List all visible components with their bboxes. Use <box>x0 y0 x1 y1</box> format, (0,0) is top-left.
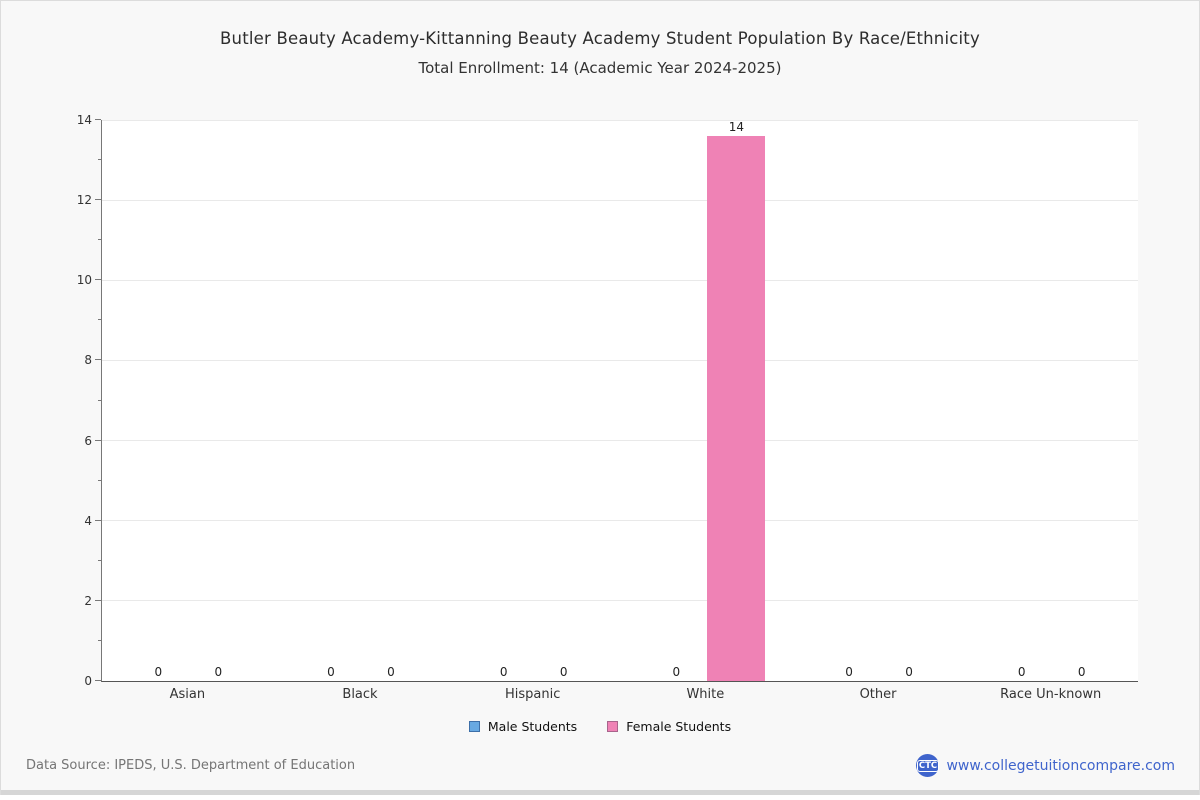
legend-item: Male Students <box>468 719 578 734</box>
bar-slot: 0 <box>302 120 360 681</box>
y-minor-tick-mark <box>98 479 101 481</box>
y-tick-label: 12 <box>76 193 92 208</box>
y-tick-mark <box>95 279 101 281</box>
y-minor-tick-mark <box>98 239 101 241</box>
bar-value-label: 0 <box>214 665 223 679</box>
ctc-logo-icon[interactable]: CTC <box>916 754 940 777</box>
ctc-logo-text: CTC <box>916 759 940 772</box>
bar-value-label: 14 <box>728 120 744 134</box>
gridline <box>102 440 1138 442</box>
gridline <box>102 199 1138 201</box>
y-tick-mark <box>95 519 101 521</box>
bar-value-label: 0 <box>327 665 335 679</box>
y-minor-tick-mark <box>98 559 101 561</box>
bar-slot: 0 <box>535 120 593 681</box>
gridline <box>102 359 1138 361</box>
y-tick-mark <box>95 119 101 120</box>
bar-slot: 0 <box>129 120 187 681</box>
bar-slot: 0 <box>880 120 938 681</box>
x-tick-label: Black <box>342 687 378 702</box>
brand-footer[interactable]: CTC www.collegetuitioncompare.com <box>916 754 1175 777</box>
x-tick-label: White <box>686 687 725 702</box>
gridline <box>102 600 1138 602</box>
bar-value-label: 0 <box>499 665 508 679</box>
bar-value-label: 0 <box>1077 665 1086 679</box>
chart-title: Butler Beauty Academy-Kittanning Beauty … <box>220 29 980 48</box>
bar-slot: 0 <box>820 120 878 681</box>
bar-groups: 0 0 0 0 0 0 0 14 0 0 0 0 <box>102 120 1138 681</box>
y-minor-tick-mark <box>98 159 101 161</box>
legend-swatch-icon <box>607 721 619 732</box>
bar-value-label: 0 <box>845 665 853 679</box>
bar-value-label: 0 <box>387 665 395 679</box>
x-tick-label: Hispanic <box>504 687 561 702</box>
x-tick-label: Race Un-known <box>1000 687 1102 702</box>
website-link[interactable]: www.collegetuitioncompare.com <box>946 757 1175 774</box>
legend-label: Male Students <box>487 719 578 734</box>
legend-item: Female Students <box>607 719 731 734</box>
y-tick-mark <box>95 680 101 681</box>
y-tick-label: 2 <box>84 593 92 608</box>
x-tick-label: Other <box>859 687 897 702</box>
y-minor-tick-mark <box>98 399 101 401</box>
gridline <box>102 520 1138 522</box>
bar-slot: 0 <box>1053 120 1111 681</box>
bar-slot: 0 <box>993 120 1051 681</box>
bar-slot: 0 <box>362 120 420 681</box>
x-axis-labels: Asian Black Hispanic White Other Race Un-know… <box>101 687 1137 702</box>
y-tick-label: 0 <box>84 674 92 688</box>
bar-slot: 14 <box>707 120 766 681</box>
chart-subtitle: Total Enrollment: 14 (Academic Year 2024… <box>418 59 782 77</box>
bar-value-label: 0 <box>905 665 913 679</box>
gridline <box>102 119 1138 121</box>
y-minor-tick-mark <box>98 639 101 641</box>
bar-value-label: 0 <box>154 665 163 679</box>
bar-value-label: 0 <box>1017 665 1026 679</box>
legend-swatch-icon <box>468 721 480 732</box>
y-tick-label: 6 <box>84 433 92 448</box>
x-tick-label: Asian <box>169 687 206 702</box>
y-minor-tick-mark <box>98 319 101 321</box>
gridline <box>102 279 1138 281</box>
bottom-edge <box>1 790 1199 795</box>
y-tick-mark <box>95 599 101 601</box>
bar <box>707 136 766 681</box>
bar-slot: 0 <box>475 120 533 681</box>
category-group: 0 14 <box>620 120 793 681</box>
bar-value-label: 0 <box>559 665 568 679</box>
y-tick-label: 8 <box>84 353 92 368</box>
bar-slot: 0 <box>647 120 705 681</box>
y-tick-mark <box>95 439 101 441</box>
y-tick-mark <box>95 199 101 201</box>
legend-label: Female Students <box>626 719 732 734</box>
plot-area: 0 2 4 6 8 10 12 14 0 0 0 0 0 0 0 14 0 0 0 0 <box>77 113 1138 688</box>
y-tick-mark <box>95 359 101 361</box>
bar-value-label: 0 <box>672 665 681 679</box>
bar-slot: 0 <box>189 120 247 681</box>
y-tick-label: 10 <box>76 273 92 288</box>
data-source-note: Data Source: IPEDS, U.S. Department of E… <box>26 758 356 773</box>
y-tick-label: 14 <box>76 113 92 127</box>
legend: Male Students Female Students <box>1 719 1199 734</box>
y-tick-label: 4 <box>84 513 92 528</box>
